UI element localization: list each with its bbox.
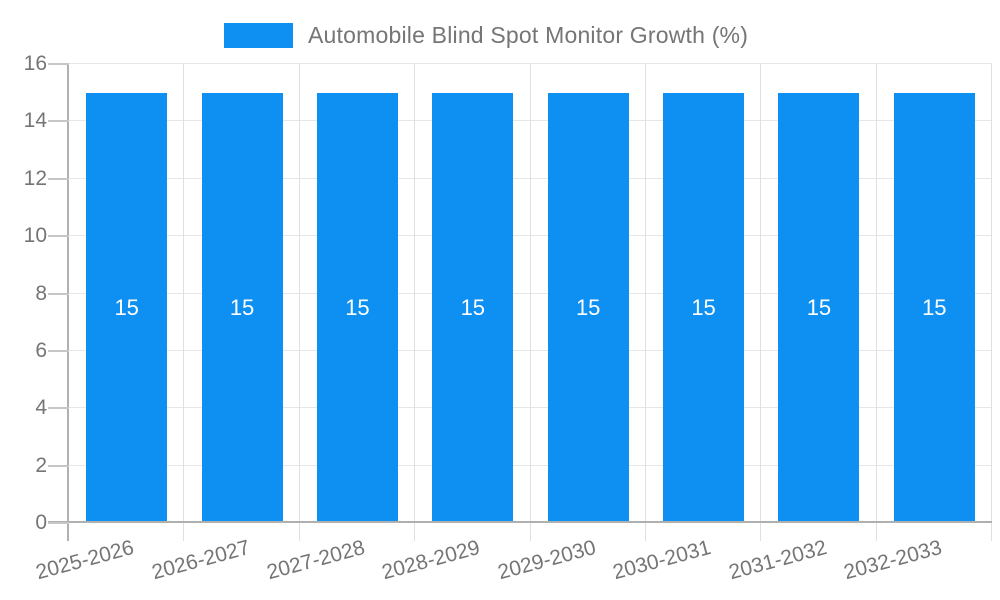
x-axis-label: 2028-2029 xyxy=(379,536,483,585)
gridline-x-8 xyxy=(991,64,992,541)
y-axis-label: 0 xyxy=(35,511,47,534)
y-axis-label: 6 xyxy=(35,338,47,362)
gridline-y-4 xyxy=(69,407,992,409)
legend-label: Automobile Blind Spot Monitor Growth (%) xyxy=(308,22,749,48)
y-axis-label: 8 xyxy=(35,281,47,305)
y-tick-12 xyxy=(48,177,69,180)
y-axis-label: 4 xyxy=(35,396,47,420)
bar[interactable]: 15 xyxy=(316,92,398,523)
y-tick-14 xyxy=(48,120,69,123)
bar[interactable]: 15 xyxy=(778,92,860,523)
x-axis-label: 2025-2026 xyxy=(33,536,137,585)
y-tick-4 xyxy=(48,407,69,410)
gridline-y-12 xyxy=(69,177,992,179)
y-axis-label: 10 xyxy=(23,224,47,248)
gridline-y-8 xyxy=(69,292,992,294)
x-axis-line xyxy=(48,521,992,523)
bar[interactable]: 15 xyxy=(86,92,168,523)
bar[interactable]: 15 xyxy=(663,92,745,523)
gridline-y-10 xyxy=(69,235,992,237)
x-axis-label: 2026-2027 xyxy=(149,536,253,585)
bar-value-label: 15 xyxy=(922,294,947,320)
gridline-x-5 xyxy=(644,64,646,541)
x-axis-label: 2029-2030 xyxy=(495,536,599,585)
y-axis-label: 2 xyxy=(35,453,47,477)
y-tick-2 xyxy=(48,464,69,467)
gridline-x-4 xyxy=(529,64,531,541)
x-axis-label: 2030-2031 xyxy=(610,536,714,585)
y-axis-line xyxy=(67,64,69,541)
gridline-x-2 xyxy=(298,64,300,541)
bar-value-label: 15 xyxy=(691,294,716,320)
bar-value-label: 15 xyxy=(575,294,601,320)
gridline-y-6 xyxy=(69,349,992,351)
bar[interactable]: 15 xyxy=(432,92,514,523)
legend-swatch xyxy=(224,23,293,48)
y-tick-10 xyxy=(48,235,69,238)
x-axis-label: 2031-2032 xyxy=(725,536,829,585)
bar-value-label: 15 xyxy=(806,294,832,320)
x-axis-label: 2027-2028 xyxy=(264,536,368,585)
y-axis-label: 14 xyxy=(23,109,47,133)
gridline-y-2 xyxy=(69,464,992,466)
y-axis-label: 12 xyxy=(23,166,47,190)
bar-value-label: 15 xyxy=(114,294,139,320)
bar[interactable]: 15 xyxy=(201,92,283,523)
y-axis-label: 16 xyxy=(23,52,47,75)
y-tick-0 xyxy=(48,522,69,524)
y-tick-8 xyxy=(48,292,69,295)
gridline-x-7 xyxy=(875,64,877,541)
bar[interactable]: 15 xyxy=(893,92,975,523)
gridline-y-14 xyxy=(69,120,992,122)
x-axis-label: 2032-2033 xyxy=(841,536,945,585)
bar-value-label: 15 xyxy=(460,294,486,320)
y-tick-16 xyxy=(48,63,69,65)
gridline-y-16 xyxy=(69,63,992,64)
plot-area: 15 15 15 15 15 15 15 15 xyxy=(69,63,992,541)
gridline-x-6 xyxy=(760,64,762,541)
gridline-x-1 xyxy=(183,64,185,541)
bar-value-label: 15 xyxy=(229,294,255,320)
bar-value-label: 15 xyxy=(345,294,370,320)
y-tick-6 xyxy=(48,349,69,352)
bar[interactable]: 15 xyxy=(547,92,629,523)
gridline-x-3 xyxy=(414,64,416,541)
legend[interactable]: Automobile Blind Spot Monitor Growth (%) xyxy=(224,22,748,49)
